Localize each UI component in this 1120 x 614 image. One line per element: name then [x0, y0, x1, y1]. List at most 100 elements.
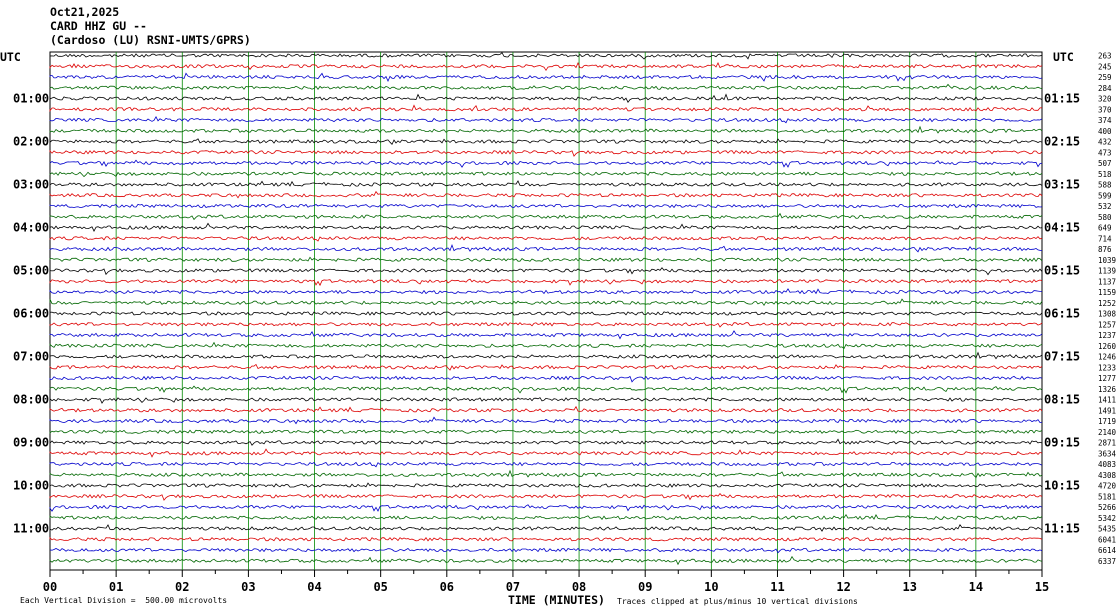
- trace-amplitude-label: 6614: [1098, 546, 1117, 555]
- trace-amplitude-label: 5435: [1098, 525, 1116, 534]
- trace-amplitude-label: 1039: [1098, 256, 1116, 265]
- trace-amplitude-label: 1137: [1098, 277, 1116, 286]
- trace-amplitude-label: 259: [1098, 73, 1112, 82]
- x-tick-label: 13: [903, 580, 917, 594]
- trace-amplitude-label: 1308: [1098, 310, 1117, 319]
- x-tick-label: 04: [307, 580, 321, 594]
- trace-amplitude-label: 1246: [1098, 353, 1117, 362]
- seismic-trace: [49, 322, 1043, 328]
- utc-left-label: UTC: [0, 50, 21, 64]
- seismic-trace: [49, 256, 1043, 263]
- seismic-trace: [49, 298, 1043, 307]
- seismic-trace: [49, 341, 1043, 350]
- left-hour-label: 10:00: [13, 479, 49, 493]
- seismic-trace: [49, 555, 1043, 566]
- trace-amplitude-label: 3634: [1098, 449, 1117, 458]
- seismic-trace: [49, 138, 1043, 145]
- seismic-trace: [49, 171, 1043, 178]
- seismic-trace: [49, 536, 1043, 542]
- right-hour-label: 01:15: [1044, 92, 1080, 106]
- right-hour-label: 11:15: [1044, 522, 1080, 536]
- trace-amplitude-label: 320: [1098, 95, 1112, 104]
- seismic-trace: [49, 469, 1043, 479]
- x-tick-label: 15: [1035, 580, 1049, 594]
- x-tick-label: 01: [109, 580, 123, 594]
- trace-amplitude-label: 5181: [1098, 492, 1116, 501]
- trace-amplitude-label: 599: [1098, 191, 1112, 200]
- seismic-trace: [49, 351, 1043, 360]
- trace-amplitude-label: 284: [1098, 84, 1112, 93]
- left-hour-label: 08:00: [13, 393, 49, 407]
- left-hour-label: 04:00: [13, 221, 49, 235]
- trace-amplitude-label: 245: [1098, 62, 1112, 71]
- x-tick-label: 02: [175, 580, 189, 594]
- x-tick-label: 12: [836, 580, 850, 594]
- seismic-trace: [49, 448, 1043, 458]
- seismic-trace: [49, 180, 1043, 187]
- x-tick-label: 10: [704, 580, 718, 594]
- x-tick-label: 05: [373, 580, 387, 594]
- trace-amplitude-label: 518: [1098, 170, 1112, 179]
- seismic-trace: [49, 375, 1043, 383]
- left-hour-label: 02:00: [13, 135, 49, 149]
- trace-amplitude-label: 4720: [1098, 482, 1117, 491]
- utc-right-label: UTC: [1053, 50, 1074, 64]
- clip-note: Traces clipped at plus/minus 10 vertical…: [617, 597, 858, 606]
- seismic-trace: [49, 72, 1043, 82]
- seismic-trace: [49, 278, 1043, 287]
- x-axis-title: TIME (MINUTES): [508, 593, 605, 607]
- x-tick-label: 07: [506, 580, 520, 594]
- seismic-trace: [49, 267, 1043, 276]
- right-hour-label: 02:15: [1044, 135, 1080, 149]
- seismic-trace: [49, 385, 1043, 394]
- right-hour-label: 08:15: [1044, 393, 1080, 407]
- left-hour-label: 07:00: [13, 350, 49, 364]
- x-tick-label: 00: [43, 580, 57, 594]
- seismic-trace: [49, 363, 1043, 371]
- right-hour-label: 10:15: [1044, 479, 1080, 493]
- seismic-trace: [49, 222, 1043, 233]
- seismic-trace: [49, 62, 1043, 72]
- seismic-trace: [49, 52, 1043, 60]
- trace-amplitude-label: 1237: [1098, 331, 1116, 340]
- right-hour-label: 06:15: [1044, 307, 1080, 321]
- trace-amplitude-label: 1326: [1098, 385, 1117, 394]
- trace-amplitude-label: 507: [1098, 159, 1112, 168]
- trace-amplitude-label: 6337: [1098, 557, 1116, 566]
- x-tick-label: 14: [969, 580, 983, 594]
- station-label: CARD HHZ GU --: [50, 19, 147, 33]
- left-hour-label: 03:00: [13, 178, 49, 192]
- seismic-trace: [49, 330, 1043, 340]
- trace-amplitude-label: 1719: [1098, 417, 1116, 426]
- trace-amplitude-label: 649: [1098, 224, 1112, 233]
- right-hour-label: 04:15: [1044, 221, 1080, 235]
- trace-amplitude-label: 1257: [1098, 320, 1116, 329]
- seismic-trace: [49, 311, 1043, 316]
- seismic-trace: [49, 104, 1043, 113]
- seismic-trace: [49, 461, 1043, 468]
- x-tick-label: 06: [440, 580, 454, 594]
- seismic-trace: [49, 504, 1043, 512]
- seismic-trace: [49, 115, 1043, 124]
- right-hour-label: 05:15: [1044, 264, 1080, 278]
- trace-amplitude-label: 2871: [1098, 439, 1116, 448]
- trace-amplitude-label: 1233: [1098, 363, 1116, 372]
- seismic-trace: [49, 547, 1043, 554]
- seismic-trace: [49, 190, 1043, 199]
- scale-note: Each Vertical Division = 500.00 microvol…: [20, 596, 228, 605]
- trace-amplitude-label: 1159: [1098, 288, 1116, 297]
- trace-amplitude-label: 1411: [1098, 396, 1116, 405]
- seismic-trace: [49, 83, 1043, 91]
- right-hour-label: 07:15: [1044, 350, 1080, 364]
- trace-amplitude-label: 6041: [1098, 535, 1116, 544]
- date-label: Oct21,2025: [50, 5, 120, 19]
- trace-amplitude-label: 580: [1098, 213, 1112, 222]
- trace-amplitude-label: 400: [1098, 127, 1112, 136]
- left-hour-label: 11:00: [13, 522, 49, 536]
- seismic-trace: [49, 236, 1043, 242]
- seismic-trace: [49, 125, 1043, 134]
- trace-amplitude-label: 473: [1098, 148, 1112, 157]
- seismic-trace: [49, 93, 1043, 103]
- x-tick-label: 08: [572, 580, 586, 594]
